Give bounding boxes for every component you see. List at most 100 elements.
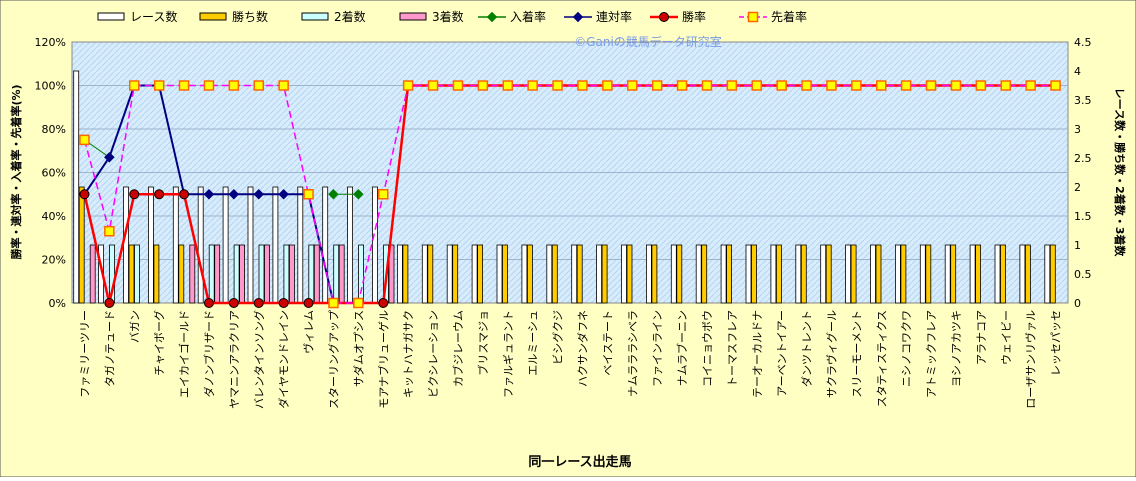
data-point <box>577 80 588 91</box>
x-tick-label: ウェイビー <box>1000 310 1013 365</box>
bar <box>576 244 583 304</box>
x-tick-label: ダノンブリザード <box>202 310 216 397</box>
bar <box>875 244 882 304</box>
bar <box>571 244 578 304</box>
bar <box>421 244 428 304</box>
y-right-tick-label: 1.5 <box>1074 210 1092 223</box>
x-axis-title: 同一レース出走馬 <box>528 454 631 470</box>
data-point <box>203 298 214 308</box>
data-point <box>751 80 762 91</box>
bar <box>178 244 185 304</box>
data-point <box>153 80 165 91</box>
bar <box>496 244 503 304</box>
x-tick-label: チャイボーグ <box>152 310 166 376</box>
bar <box>646 244 652 304</box>
data-point <box>328 297 339 309</box>
bar <box>446 244 453 304</box>
bar <box>214 244 221 304</box>
legend-swatch <box>199 12 227 21</box>
bar <box>621 244 627 304</box>
legend-label: 連対率 <box>596 9 632 24</box>
x-tick-label: タガノテュード <box>103 310 116 387</box>
data-point <box>79 134 90 146</box>
bar <box>1044 244 1051 304</box>
bar <box>845 244 851 304</box>
bar <box>239 244 246 304</box>
bar <box>502 244 508 304</box>
x-tick-label: ハクサンダフネ <box>575 310 589 387</box>
legend-swatch <box>399 12 427 21</box>
bar <box>825 244 832 304</box>
x-tick-label: アーベントイアー <box>776 310 789 397</box>
bar <box>770 244 777 304</box>
bar <box>308 244 315 304</box>
bar <box>358 244 365 304</box>
data-point <box>950 80 962 91</box>
bar <box>288 244 295 304</box>
bar <box>283 244 290 304</box>
y-left-tick-label: 60% <box>42 167 66 180</box>
bar <box>322 186 329 304</box>
data-point <box>801 80 812 91</box>
y-axis-left-title: 勝率・連対率・入着率・先着率(%) <box>9 84 23 259</box>
x-tick-label: ヤマニンアラクリア <box>228 310 241 409</box>
bar <box>134 244 140 304</box>
x-tick-label: レッセパッセ <box>1050 310 1063 376</box>
data-point <box>627 80 638 91</box>
y-axis-right-title: レース数・勝ち数・2着数・3着数 <box>1113 88 1127 258</box>
legend-label: 先着率 <box>771 9 807 24</box>
x-tick-label: ファルギュラント <box>502 310 515 398</box>
bar <box>153 244 160 304</box>
bar <box>950 244 957 304</box>
legend-swatch <box>301 12 329 21</box>
bar <box>1049 244 1056 304</box>
x-tick-label: ローザサンリヴァル <box>1024 310 1038 409</box>
data-point <box>726 80 738 91</box>
data-point <box>378 189 389 200</box>
y-right-tick-label: 3.5 <box>1074 94 1092 107</box>
data-point <box>79 189 90 200</box>
x-tick-label: サクラヴィグール <box>824 310 838 398</box>
bar <box>925 244 932 304</box>
data-point <box>179 189 190 200</box>
bar <box>726 244 732 304</box>
bar <box>264 244 270 304</box>
bar <box>695 244 702 304</box>
bar <box>1025 244 1031 304</box>
bar <box>222 186 229 304</box>
data-point <box>701 80 713 91</box>
bar <box>527 244 533 304</box>
data-point <box>378 298 389 308</box>
data-point <box>602 80 613 91</box>
data-point <box>477 80 489 91</box>
bar <box>396 244 403 304</box>
x-tick-label: サダムオプシス <box>351 310 365 387</box>
data-point <box>178 80 190 91</box>
y-left-tick-label: 80% <box>42 123 66 136</box>
bar <box>372 186 378 304</box>
x-tick-label: ダンツトレント <box>800 310 814 387</box>
data-point <box>1050 80 1061 91</box>
bar <box>795 244 802 304</box>
bar <box>944 244 951 304</box>
legend-label: 入着率 <box>510 9 546 24</box>
y-right-tick-label: 0.5 <box>1074 268 1092 281</box>
data-point <box>427 80 439 91</box>
bar <box>850 244 857 304</box>
x-tick-label: キットハナガサク <box>402 310 415 398</box>
bar <box>333 244 340 304</box>
y-left-tick-label: 100% <box>35 80 66 93</box>
bar <box>427 244 434 304</box>
data-point <box>129 189 140 200</box>
bar <box>73 70 80 304</box>
data-point <box>228 189 240 200</box>
y-right-tick-label: 3 <box>1074 123 1081 136</box>
bar <box>208 244 215 304</box>
bar <box>172 186 179 304</box>
bar <box>900 244 907 304</box>
y-left-tick-label: 0% <box>49 297 66 310</box>
bar <box>820 244 827 304</box>
bar <box>313 244 320 304</box>
bar <box>670 244 677 304</box>
